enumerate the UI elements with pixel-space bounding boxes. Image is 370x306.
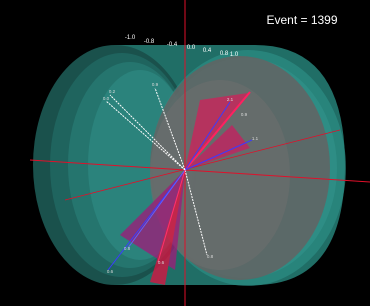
track-label: 0.0 xyxy=(103,96,110,101)
track-label: 2.1 xyxy=(227,97,234,102)
axis-label: 0.0 xyxy=(187,45,196,51)
track-label: 0.8 xyxy=(124,246,131,251)
track-label: 0.6 xyxy=(107,269,114,274)
track-label: 0.8 xyxy=(207,254,214,259)
axis-label: 1.0 xyxy=(230,52,239,58)
track-label: 0.9 xyxy=(241,112,248,117)
axis-label: 0.8 xyxy=(220,51,229,57)
event-title: Event = 1399 xyxy=(266,13,337,27)
event-display: Event = 1399 -1.0 -0.8 -0.4 0.0 0.4 0.8 … xyxy=(0,0,370,306)
track-label: 0.9 xyxy=(152,82,159,87)
track-label: 0.6 xyxy=(158,260,165,265)
axis-label: -0.4 xyxy=(167,42,178,48)
axis-label: -0.8 xyxy=(144,39,155,45)
axis-label: -1.0 xyxy=(125,35,136,41)
axis-label: 0.4 xyxy=(203,48,212,54)
track-label: 1.1 xyxy=(252,136,259,141)
track-label: 0.2 xyxy=(109,89,116,94)
